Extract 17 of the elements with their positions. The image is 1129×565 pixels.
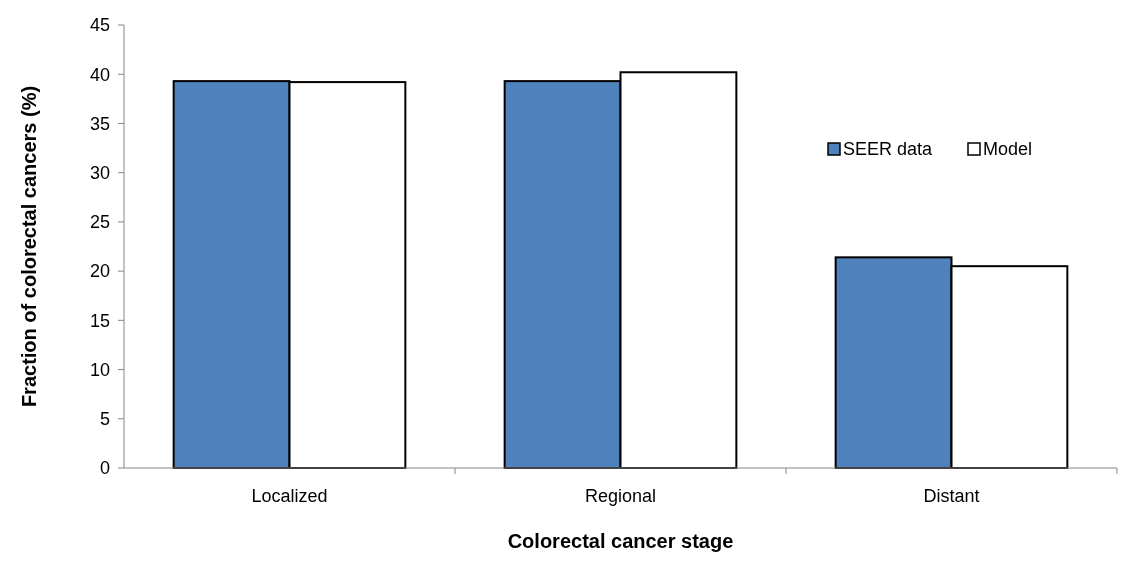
y-tick-label: 10: [89, 359, 110, 380]
y-tick-label: 30: [89, 162, 110, 183]
legend-label: Model: [983, 139, 1033, 160]
x-tick-label: Distant: [923, 486, 980, 506]
y-tick-label: 45: [89, 15, 110, 36]
x-tick-label: Localized: [251, 486, 328, 506]
x-tick-label: Regional: [584, 486, 657, 506]
y-axis-title: Fraction of colorectal cancers (%): [18, 85, 40, 408]
y-tick-label: 5: [99, 409, 110, 430]
y-tick-label: 40: [89, 64, 110, 85]
y-tick-label: 35: [89, 113, 110, 134]
y-tick-label: 25: [89, 212, 110, 233]
y-tick-label: 20: [89, 261, 110, 282]
legend-label: SEER data: [843, 139, 934, 160]
y-tick-label: 15: [89, 310, 110, 331]
x-axis-title: Colorectal cancer stage: [507, 530, 734, 552]
y-tick-label: 0: [99, 458, 110, 479]
